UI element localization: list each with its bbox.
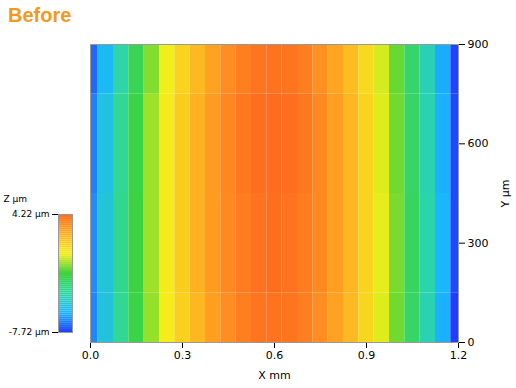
svg-text:-7.72 µm: -7.72 µm xyxy=(9,327,50,337)
svg-text:900: 900 xyxy=(468,38,489,51)
svg-text:300: 300 xyxy=(468,237,489,250)
html-text:Before: Before xyxy=(8,4,72,26)
svg-text:0: 0 xyxy=(468,336,475,349)
svg-text:0.9: 0.9 xyxy=(358,349,376,362)
svg-text:Y µm: Y µm xyxy=(499,180,512,209)
svg-text:1.2: 1.2 xyxy=(450,349,468,362)
svg-text:Z µm: Z µm xyxy=(4,194,28,204)
svg-text:0.0: 0.0 xyxy=(82,349,100,362)
svg-text:0.6: 0.6 xyxy=(266,349,284,362)
svg-text:X mm: X mm xyxy=(258,369,290,382)
svg-text:600: 600 xyxy=(468,137,489,150)
svg-text:4.22 µm: 4.22 µm xyxy=(12,209,49,219)
svg-text:0.3: 0.3 xyxy=(174,349,192,362)
